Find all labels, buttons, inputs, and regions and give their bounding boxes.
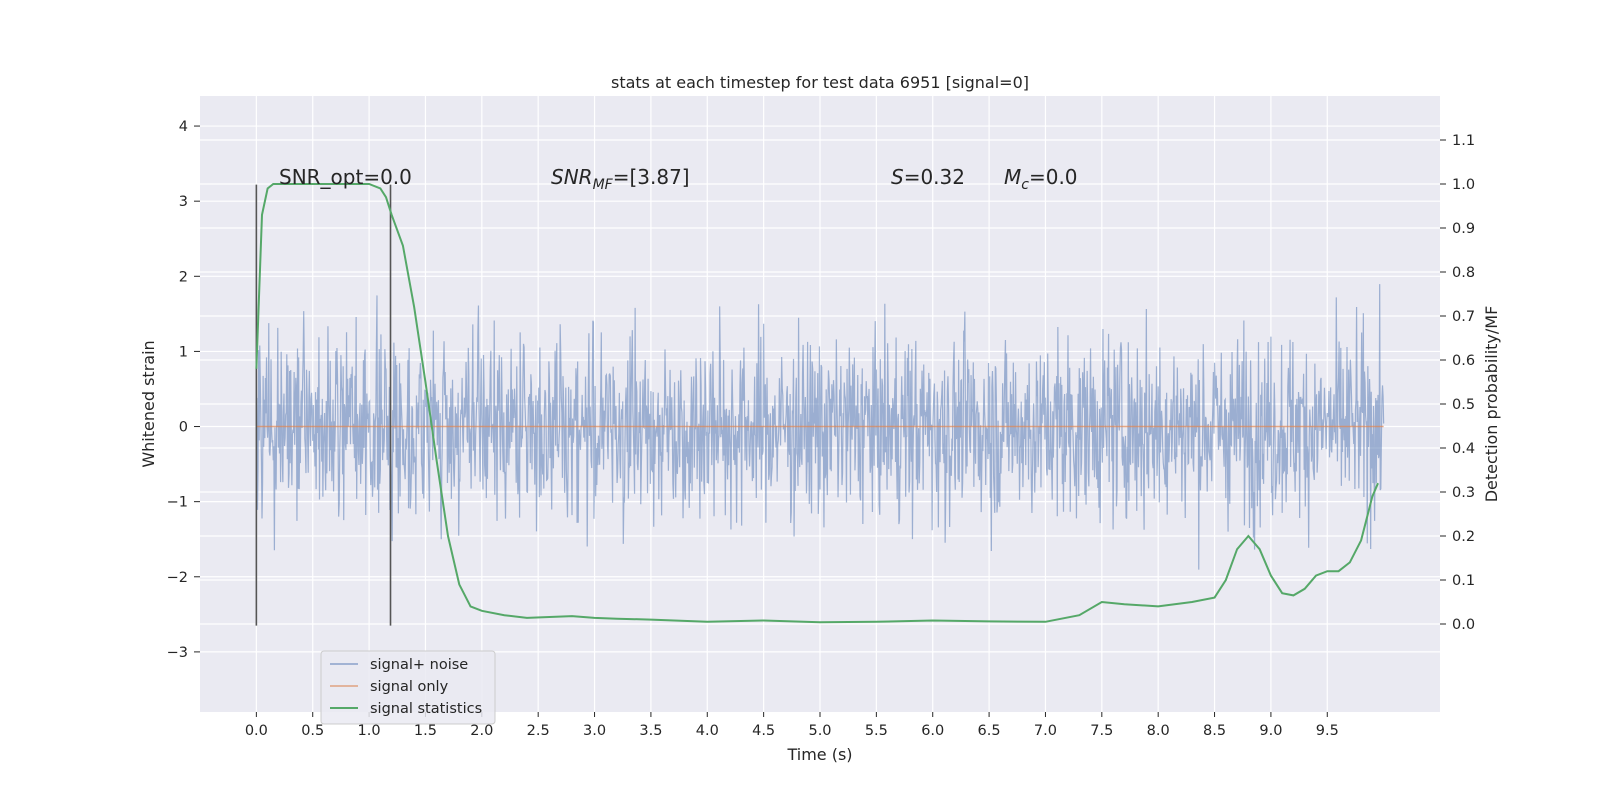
- y-right-tick-label-4: 0.4: [1452, 441, 1475, 457]
- y-tick-labels-right: 0.0 0.1 0.2 0.3 0.4 0.5 0.6 0.7 0.8 0.9 1.0 1.1: [1440, 133, 1475, 633]
- noise-trace: [255, 284, 1385, 570]
- x-tick-label-19: 9.5: [1316, 723, 1339, 739]
- chart-title: stats at each timestep for test data 695…: [611, 73, 1029, 92]
- annotation-snr-mf-rest: =[3.87]: [613, 165, 690, 189]
- series-signal-noise: [255, 284, 1385, 570]
- x-tick-label-3: 1.5: [414, 723, 437, 739]
- y-left-tick-label-0: −3: [167, 645, 188, 661]
- annotation-snr-mf-sub: MF: [593, 177, 614, 193]
- x-tick-label-17: 8.5: [1203, 723, 1226, 739]
- y-axis-label-left: Whitened strain: [139, 340, 158, 467]
- y-right-tick-label-2: 0.2: [1452, 529, 1475, 545]
- legend-label-signal-noise: signal+ noise: [370, 657, 468, 673]
- x-tick-label-4: 2.0: [470, 723, 493, 739]
- y-right-tick-label-5: 0.5: [1452, 397, 1475, 413]
- annotation-mc: Mc=0.0: [1004, 165, 1078, 193]
- y-left-tick-label-1: −2: [167, 570, 188, 586]
- x-tick-labels: 0.0 0.5 1.0 1.5 2.0 2.5 3.0 3.5 4.0 4.5 5.0 5.5 6.0 6…: [245, 712, 1339, 739]
- y-right-tick-label-6: 0.6: [1452, 353, 1475, 369]
- annotation-snr-mf: SNRMF=[3.87]: [551, 165, 690, 193]
- y-axis-label-right: Detection probability/MF: [1482, 306, 1501, 503]
- x-tick-label-16: 8.0: [1147, 723, 1170, 739]
- annotation-s-rest: =0.32: [904, 165, 965, 189]
- x-tick-label-10: 5.0: [808, 723, 831, 739]
- x-tick-label-7: 3.5: [639, 723, 662, 739]
- y-right-tick-label-9: 0.9: [1452, 221, 1475, 237]
- x-tick-label-5: 2.5: [527, 723, 550, 739]
- legend-label-signal-statistics: signal statistics: [370, 701, 482, 717]
- y-right-tick-label-10: 1.0: [1452, 177, 1475, 193]
- x-tick-label-0: 0.0: [245, 723, 268, 739]
- y-right-tick-label-1: 0.1: [1452, 573, 1475, 589]
- x-tick-label-1: 0.5: [301, 723, 324, 739]
- y-left-tick-label-7: 4: [179, 119, 188, 135]
- x-tick-label-9: 4.5: [752, 723, 775, 739]
- x-tick-label-6: 3.0: [583, 723, 606, 739]
- legend-box: [320, 650, 496, 725]
- x-tick-label-2: 1.0: [358, 723, 381, 739]
- legend-label-signal-only: signal only: [370, 679, 449, 695]
- annotation-snr-opt: SNR_opt=0.0: [279, 165, 412, 189]
- x-tick-label-15: 7.5: [1090, 723, 1113, 739]
- annotation-mc-sub: c: [1021, 177, 1029, 193]
- y-left-tick-label-2: −1: [167, 495, 188, 511]
- vertical-markers: [255, 184, 392, 626]
- x-tick-label-11: 5.5: [865, 723, 888, 739]
- y-left-tick-label-3: 0: [179, 420, 188, 436]
- x-tick-label-12: 6.0: [921, 723, 944, 739]
- y-right-tick-label-3: 0.3: [1452, 485, 1475, 501]
- y-tick-labels-left: −3 −2 −1 0 1 2 3 4: [167, 119, 200, 661]
- y-left-tick-label-6: 3: [179, 194, 188, 210]
- annotation-mc-rest: =0.0: [1029, 165, 1078, 189]
- y-left-tick-label-5: 2: [179, 269, 188, 285]
- annotation-snr-mf-main: SNR: [551, 165, 593, 189]
- series-signal-statistics: [255, 183, 1379, 624]
- annotation-s: S=0.32: [891, 165, 965, 189]
- annotation-mc-main: M: [1004, 165, 1021, 189]
- x-tick-label-13: 6.5: [978, 723, 1001, 739]
- annotation-s-sym: S: [891, 165, 904, 189]
- legend: signal+ noise signal only signal statist…: [320, 650, 496, 725]
- x-tick-label-18: 9.0: [1259, 723, 1282, 739]
- y-left-tick-label-4: 1: [179, 344, 188, 360]
- x-axis-label: Time (s): [786, 745, 852, 764]
- y-right-tick-label-11: 1.1: [1452, 133, 1475, 149]
- y-right-tick-label-0: 0.0: [1452, 617, 1475, 633]
- y-right-tick-label-8: 0.8: [1452, 265, 1475, 281]
- x-tick-label-8: 4.0: [696, 723, 719, 739]
- x-tick-label-14: 7.0: [1034, 723, 1057, 739]
- y-right-tick-label-7: 0.7: [1452, 309, 1475, 325]
